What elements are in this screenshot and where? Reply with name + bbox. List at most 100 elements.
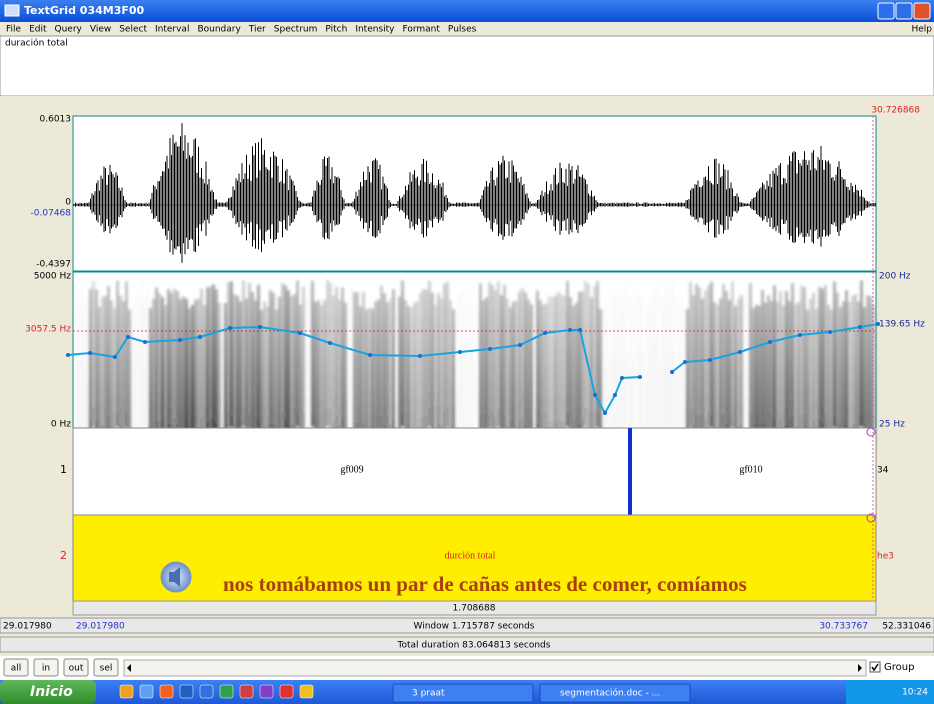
menu-item[interactable]: Help: [911, 25, 932, 35]
spectrogram-column: [215, 289, 218, 435]
spectrogram-column: [224, 303, 227, 449]
pitch-point: [458, 350, 462, 354]
menu-item[interactable]: View: [90, 25, 111, 35]
quick-launch-icon[interactable]: [220, 685, 233, 698]
spectrogram-column: [539, 300, 542, 446]
pitch-point: [568, 328, 572, 332]
spectrogram-column: [854, 294, 857, 440]
quick-launch-icon[interactable]: [260, 685, 273, 698]
spectrogram-column: [335, 287, 338, 433]
menu-item[interactable]: Intensity: [355, 25, 395, 35]
caption: nos tomábamos un par de cañas antes de c…: [223, 572, 747, 596]
spectrogram-column: [284, 286, 287, 432]
pitch-point: [518, 343, 522, 347]
text-field[interactable]: [0, 36, 934, 96]
spectrogram-column: [470, 287, 473, 433]
menu-item[interactable]: File: [6, 25, 22, 35]
quick-launch-icon[interactable]: [200, 685, 213, 698]
quick-launch-icon[interactable]: [180, 685, 193, 698]
menu-item[interactable]: Select: [119, 25, 147, 35]
pitch-bottom: 25 Hz: [879, 420, 905, 430]
window-title: TextGrid 034M3F00: [24, 4, 145, 17]
quick-launch-icon[interactable]: [300, 685, 313, 698]
task-label: 3 praat: [412, 689, 445, 699]
spectrogram-column: [95, 289, 98, 435]
spectrogram-column: [800, 285, 803, 431]
clock: 10:24: [902, 688, 928, 698]
spectrogram-column: [593, 286, 596, 432]
menu-item[interactable]: Formant: [403, 25, 441, 35]
spectrogram-column: [848, 302, 851, 448]
menu-item[interactable]: Pitch: [325, 25, 347, 35]
pitch-point: [198, 335, 202, 339]
spectrogram-column: [842, 301, 845, 447]
spectrogram-column: [713, 302, 716, 448]
minimize-button[interactable]: [878, 3, 894, 19]
waveform-max: 0.6013: [40, 115, 72, 125]
spectrogram-column: [140, 281, 143, 427]
spectrogram-column: [395, 297, 398, 443]
spectrogram-column: [269, 290, 272, 436]
spectrogram-column: [866, 295, 869, 441]
spectrogram-column: [83, 302, 86, 448]
spectrogram-column: [254, 300, 257, 446]
menu-item[interactable]: Boundary: [197, 25, 241, 35]
close-button[interactable]: [914, 3, 930, 19]
spectrogram-column: [152, 299, 155, 445]
spectrogram-column: [857, 302, 860, 448]
group-checkbox[interactable]: [870, 662, 880, 672]
spectrogram-column: [374, 301, 377, 447]
spectrogram-column: [563, 296, 566, 442]
spectrogram-column: [851, 296, 854, 442]
zoom-button-label: sel: [100, 664, 113, 674]
end-time: 52.331046: [882, 622, 931, 632]
spectrogram-column: [110, 300, 113, 446]
quick-launch-icon[interactable]: [240, 685, 253, 698]
spectrogram-column: [662, 297, 665, 443]
quick-launch-icon[interactable]: [140, 685, 153, 698]
pitch-point: [683, 360, 687, 364]
spectrogram-column: [659, 300, 662, 446]
quick-launch-icon[interactable]: [160, 685, 173, 698]
spectrogram-column: [206, 287, 209, 433]
pitch-point: [708, 358, 712, 362]
pitch-point: [638, 375, 642, 379]
pitch-point: [543, 331, 547, 335]
spectrogram-column: [581, 291, 584, 437]
menu-item[interactable]: Spectrum: [274, 25, 318, 35]
spectrogram-top: 5000 Hz: [34, 272, 72, 282]
maximize-button[interactable]: [896, 3, 912, 19]
pitch-point: [670, 370, 674, 374]
spectrogram-column: [293, 294, 296, 440]
spectrogram-column: [161, 297, 164, 443]
spectrogram-column: [170, 293, 173, 439]
menu-item[interactable]: Interval: [155, 25, 189, 35]
spectrogram-column: [812, 293, 815, 439]
spectrogram-column: [173, 289, 176, 435]
interval-boundary[interactable]: [628, 428, 632, 515]
interval-label: durción total: [445, 550, 496, 561]
spectrogram-column: [404, 300, 407, 446]
spectrogram-column: [383, 293, 386, 439]
spectrogram-column: [194, 299, 197, 445]
spectrogram-column: [308, 284, 311, 430]
scrollbar[interactable]: [124, 660, 866, 676]
quick-launch-icon[interactable]: [120, 685, 133, 698]
spectrogram-column: [485, 297, 488, 443]
menu-item[interactable]: Query: [55, 25, 83, 35]
quick-launch-icon[interactable]: [280, 685, 293, 698]
zoom-button-label: in: [42, 664, 50, 674]
spectrogram-column: [626, 280, 629, 426]
menu-item[interactable]: Pulses: [448, 25, 477, 35]
spectrogram-column: [323, 300, 326, 446]
menu-item[interactable]: Tier: [248, 25, 266, 35]
spectrogram-column: [533, 296, 536, 442]
spectrogram-column: [545, 303, 548, 449]
menu-item[interactable]: Edit: [29, 25, 47, 35]
spectrogram-column: [779, 291, 782, 437]
pitch-point: [126, 335, 130, 339]
spectrogram-column: [380, 285, 383, 431]
spectrogram-column: [263, 302, 266, 448]
spectrogram-column: [617, 298, 620, 444]
spectrogram-column: [764, 303, 767, 449]
